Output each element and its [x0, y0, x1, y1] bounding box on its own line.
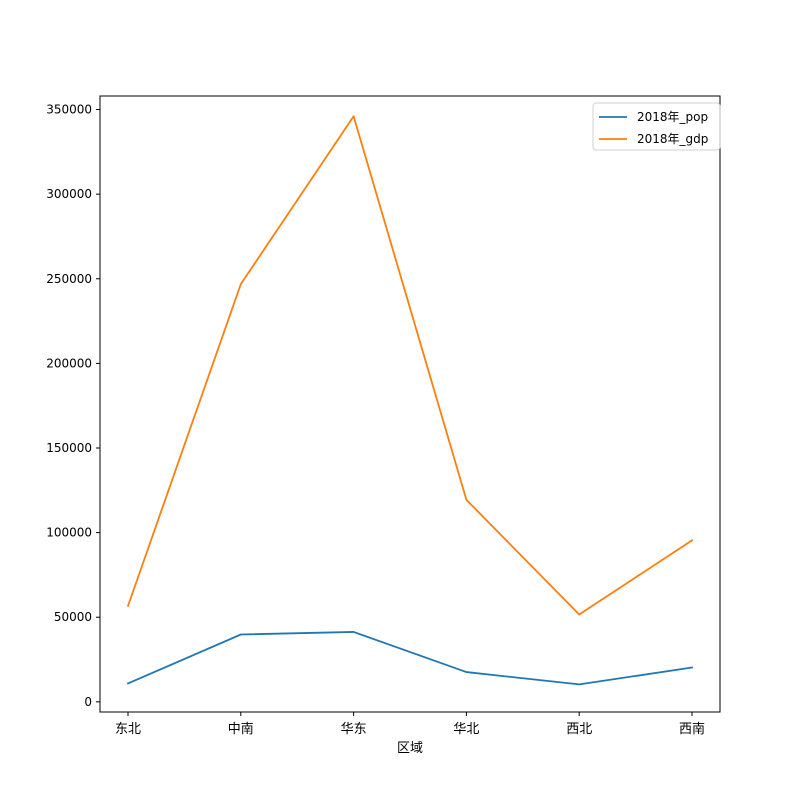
y-tick-label: 0 [84, 695, 92, 709]
x-tick-label: 中南 [228, 721, 254, 737]
y-tick-label: 50000 [54, 610, 92, 624]
x-tick-label: 西南 [679, 721, 705, 737]
series-line-1 [126, 115, 694, 616]
series-line-0 [126, 631, 694, 686]
x-tick-label: 西北 [566, 722, 592, 737]
x-tick-label: 华北 [453, 722, 479, 737]
legend-label: 2018年_pop [637, 110, 708, 124]
y-axis: 0 50000 100000 150000 200000 250000 300000 3500… [46, 103, 100, 709]
x-tick-label: 华东 [341, 722, 367, 737]
legend-label: 2018年_gdp [637, 132, 708, 146]
plot-area [99, 95, 721, 713]
series-layer [126, 115, 694, 686]
y-tick-label: 300000 [46, 187, 92, 201]
y-tick-label: 250000 [46, 272, 92, 286]
y-tick-label: 150000 [46, 441, 92, 455]
x-axis-label: 区域 [397, 741, 423, 756]
y-tick-label: 200000 [46, 356, 92, 370]
y-tick-label: 350000 [46, 103, 92, 117]
legend: 2018年_pop 2018年_gdp [592, 102, 721, 151]
x-axis: 东北 中南 华东 华北 西北 西南 [115, 712, 705, 737]
y-tick-label: 100000 [46, 526, 92, 540]
x-tick-label: 东北 [115, 722, 141, 737]
